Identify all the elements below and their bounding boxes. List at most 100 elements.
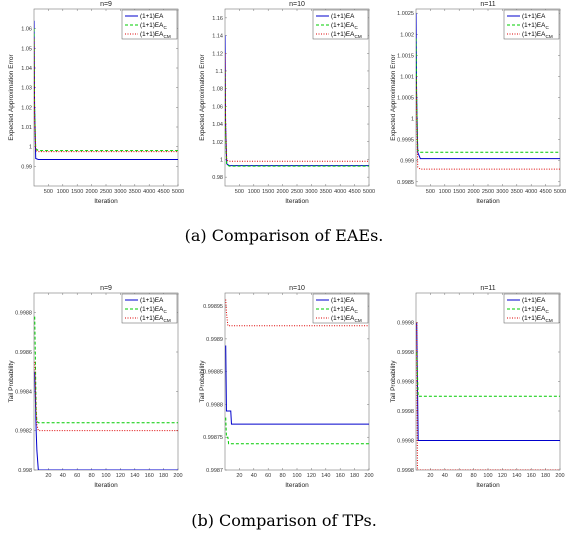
y-tick-label: 0.9998	[397, 468, 414, 474]
chart-title: n=9	[100, 285, 112, 292]
y-tick-label: 0.9998	[397, 380, 414, 386]
x-axis-label: Iteration	[94, 482, 118, 489]
series-line-2	[416, 38, 560, 153]
y-tick-label: 0.9984	[15, 389, 32, 395]
caption-eae: (a) Comparison of EAEs.	[185, 226, 384, 245]
chart-title: n=10	[289, 1, 305, 8]
x-tick-label: 60	[74, 473, 80, 479]
legend-label-3: (1+1)EA	[140, 31, 164, 38]
x-tick-label: 100	[292, 473, 301, 479]
legend-subscript-3: CM	[164, 318, 171, 323]
x-tick-label: 80	[89, 473, 95, 479]
x-tick-label: 4500	[348, 189, 360, 195]
legend: (1+1)EA(1+1)EA C(1+1)EA CM	[312, 9, 369, 40]
x-tick-label: 160	[336, 473, 345, 479]
y-tick-label: 1	[29, 145, 32, 151]
x-tick-label: 3500	[129, 189, 141, 195]
y-tick-label: 1.01	[21, 125, 32, 131]
x-axis-label: Iteration	[285, 482, 309, 489]
series-line-2	[225, 70, 369, 167]
legend-subscript-2: C	[164, 309, 168, 314]
x-tick-label: 120	[307, 473, 316, 479]
x-tick-label: 100	[483, 473, 492, 479]
y-tick-label: 1.05	[21, 46, 32, 52]
chart-title: n=9	[100, 1, 112, 8]
legend-label-1: (1+1)EA	[331, 13, 355, 20]
x-tick-label: 5000	[172, 189, 184, 195]
x-axis-label: Iteration	[476, 198, 500, 205]
chart-title: n=11	[480, 285, 495, 292]
y-tick-label: 0.9998	[397, 439, 414, 445]
x-tick-label: 20	[427, 473, 433, 479]
chart-panel-5: 20 40 60 80 100 120 140 160 180 200 0.9987 0.99875 0…	[199, 285, 374, 489]
y-tick-label: 1.02	[21, 105, 32, 111]
y-tick-label: 1.08	[212, 87, 223, 93]
y-tick-label: 1.002	[400, 32, 414, 38]
x-tick-label: 3500	[511, 189, 523, 195]
chart-title: n=10	[289, 285, 305, 292]
x-tick-label: 2500	[482, 189, 494, 195]
series-line-1	[225, 345, 369, 425]
legend-subscript-2: C	[355, 309, 359, 314]
y-tick-label: 0.9985	[397, 180, 414, 186]
x-tick-label: 5000	[554, 189, 566, 195]
x-tick-label: 4500	[157, 189, 169, 195]
y-tick-label: 1.0025	[397, 11, 414, 17]
legend: (1+1)EA(1+1)EA C(1+1)EA CM	[121, 293, 178, 324]
x-tick-label: 4000	[334, 189, 346, 195]
legend-label-1: (1+1)EA	[331, 297, 355, 304]
x-tick-label: 200	[173, 473, 182, 479]
y-axis-label: Expected Approximation Error	[390, 53, 397, 140]
x-tick-label: 120	[498, 473, 507, 479]
legend-label-2: (1+1)EA	[140, 306, 164, 313]
y-tick-label: 0.9987	[206, 468, 223, 474]
y-tick-label: 1.0015	[397, 53, 414, 59]
x-tick-label: 1000	[57, 189, 69, 195]
legend-label-3: (1+1)EA	[140, 315, 164, 322]
x-tick-label: 160	[145, 473, 154, 479]
legend-label-2: (1+1)EA	[331, 22, 355, 29]
y-tick-label: 1.04	[21, 66, 32, 72]
series-line-1	[34, 371, 178, 470]
y-tick-label: 1.12	[212, 51, 223, 57]
x-tick-label: 1000	[439, 189, 451, 195]
x-tick-label: 120	[116, 473, 125, 479]
x-tick-label: 40	[251, 473, 257, 479]
x-tick-label: 180	[350, 473, 359, 479]
x-tick-label: 80	[280, 473, 286, 479]
x-tick-label: 500	[426, 189, 435, 195]
x-tick-label: 500	[44, 189, 53, 195]
x-tick-label: 140	[512, 473, 521, 479]
x-tick-label: 40	[60, 473, 66, 479]
series-line-1	[34, 20, 178, 160]
legend-label-3: (1+1)EA	[522, 315, 546, 322]
y-tick-label: 1.14	[212, 34, 223, 40]
y-tick-label: 1.06	[212, 104, 223, 110]
caption-tp: (b) Comparison of TPs.	[191, 511, 377, 530]
x-tick-label: 160	[527, 473, 536, 479]
y-tick-label: 0.9998	[397, 321, 414, 327]
x-tick-label: 200	[364, 473, 373, 479]
x-tick-label: 60	[265, 473, 271, 479]
y-tick-label: 1.0005	[397, 96, 414, 102]
legend-label-3: (1+1)EA	[331, 31, 355, 38]
x-tick-label: 500	[235, 189, 244, 195]
series-line-2	[225, 417, 369, 445]
y-tick-label: 0.9998	[397, 350, 414, 356]
x-tick-label: 100	[101, 473, 110, 479]
y-tick-label: 0.99895	[203, 304, 223, 310]
y-tick-label: 0.98	[212, 175, 223, 181]
y-axis-label: Tail Probability	[199, 360, 206, 403]
x-tick-label: 2500	[291, 189, 303, 195]
legend-label-1: (1+1)EA	[522, 297, 546, 304]
x-tick-label: 20	[236, 473, 242, 479]
chart-panel-4: 20 40 60 80 100 120 140 160 180 200 0.998 0.9982 0.9…	[8, 285, 183, 489]
y-tick-label: 0.9988	[15, 311, 32, 317]
y-tick-label: 0.99	[21, 164, 32, 170]
y-tick-label: 1.02	[212, 140, 223, 146]
x-tick-label: 1000	[248, 189, 260, 195]
y-tick-label: 0.99875	[203, 435, 223, 441]
legend-label-3: (1+1)EA	[522, 31, 546, 38]
y-tick-label: 0.999	[400, 159, 414, 165]
x-tick-label: 4000	[143, 189, 155, 195]
